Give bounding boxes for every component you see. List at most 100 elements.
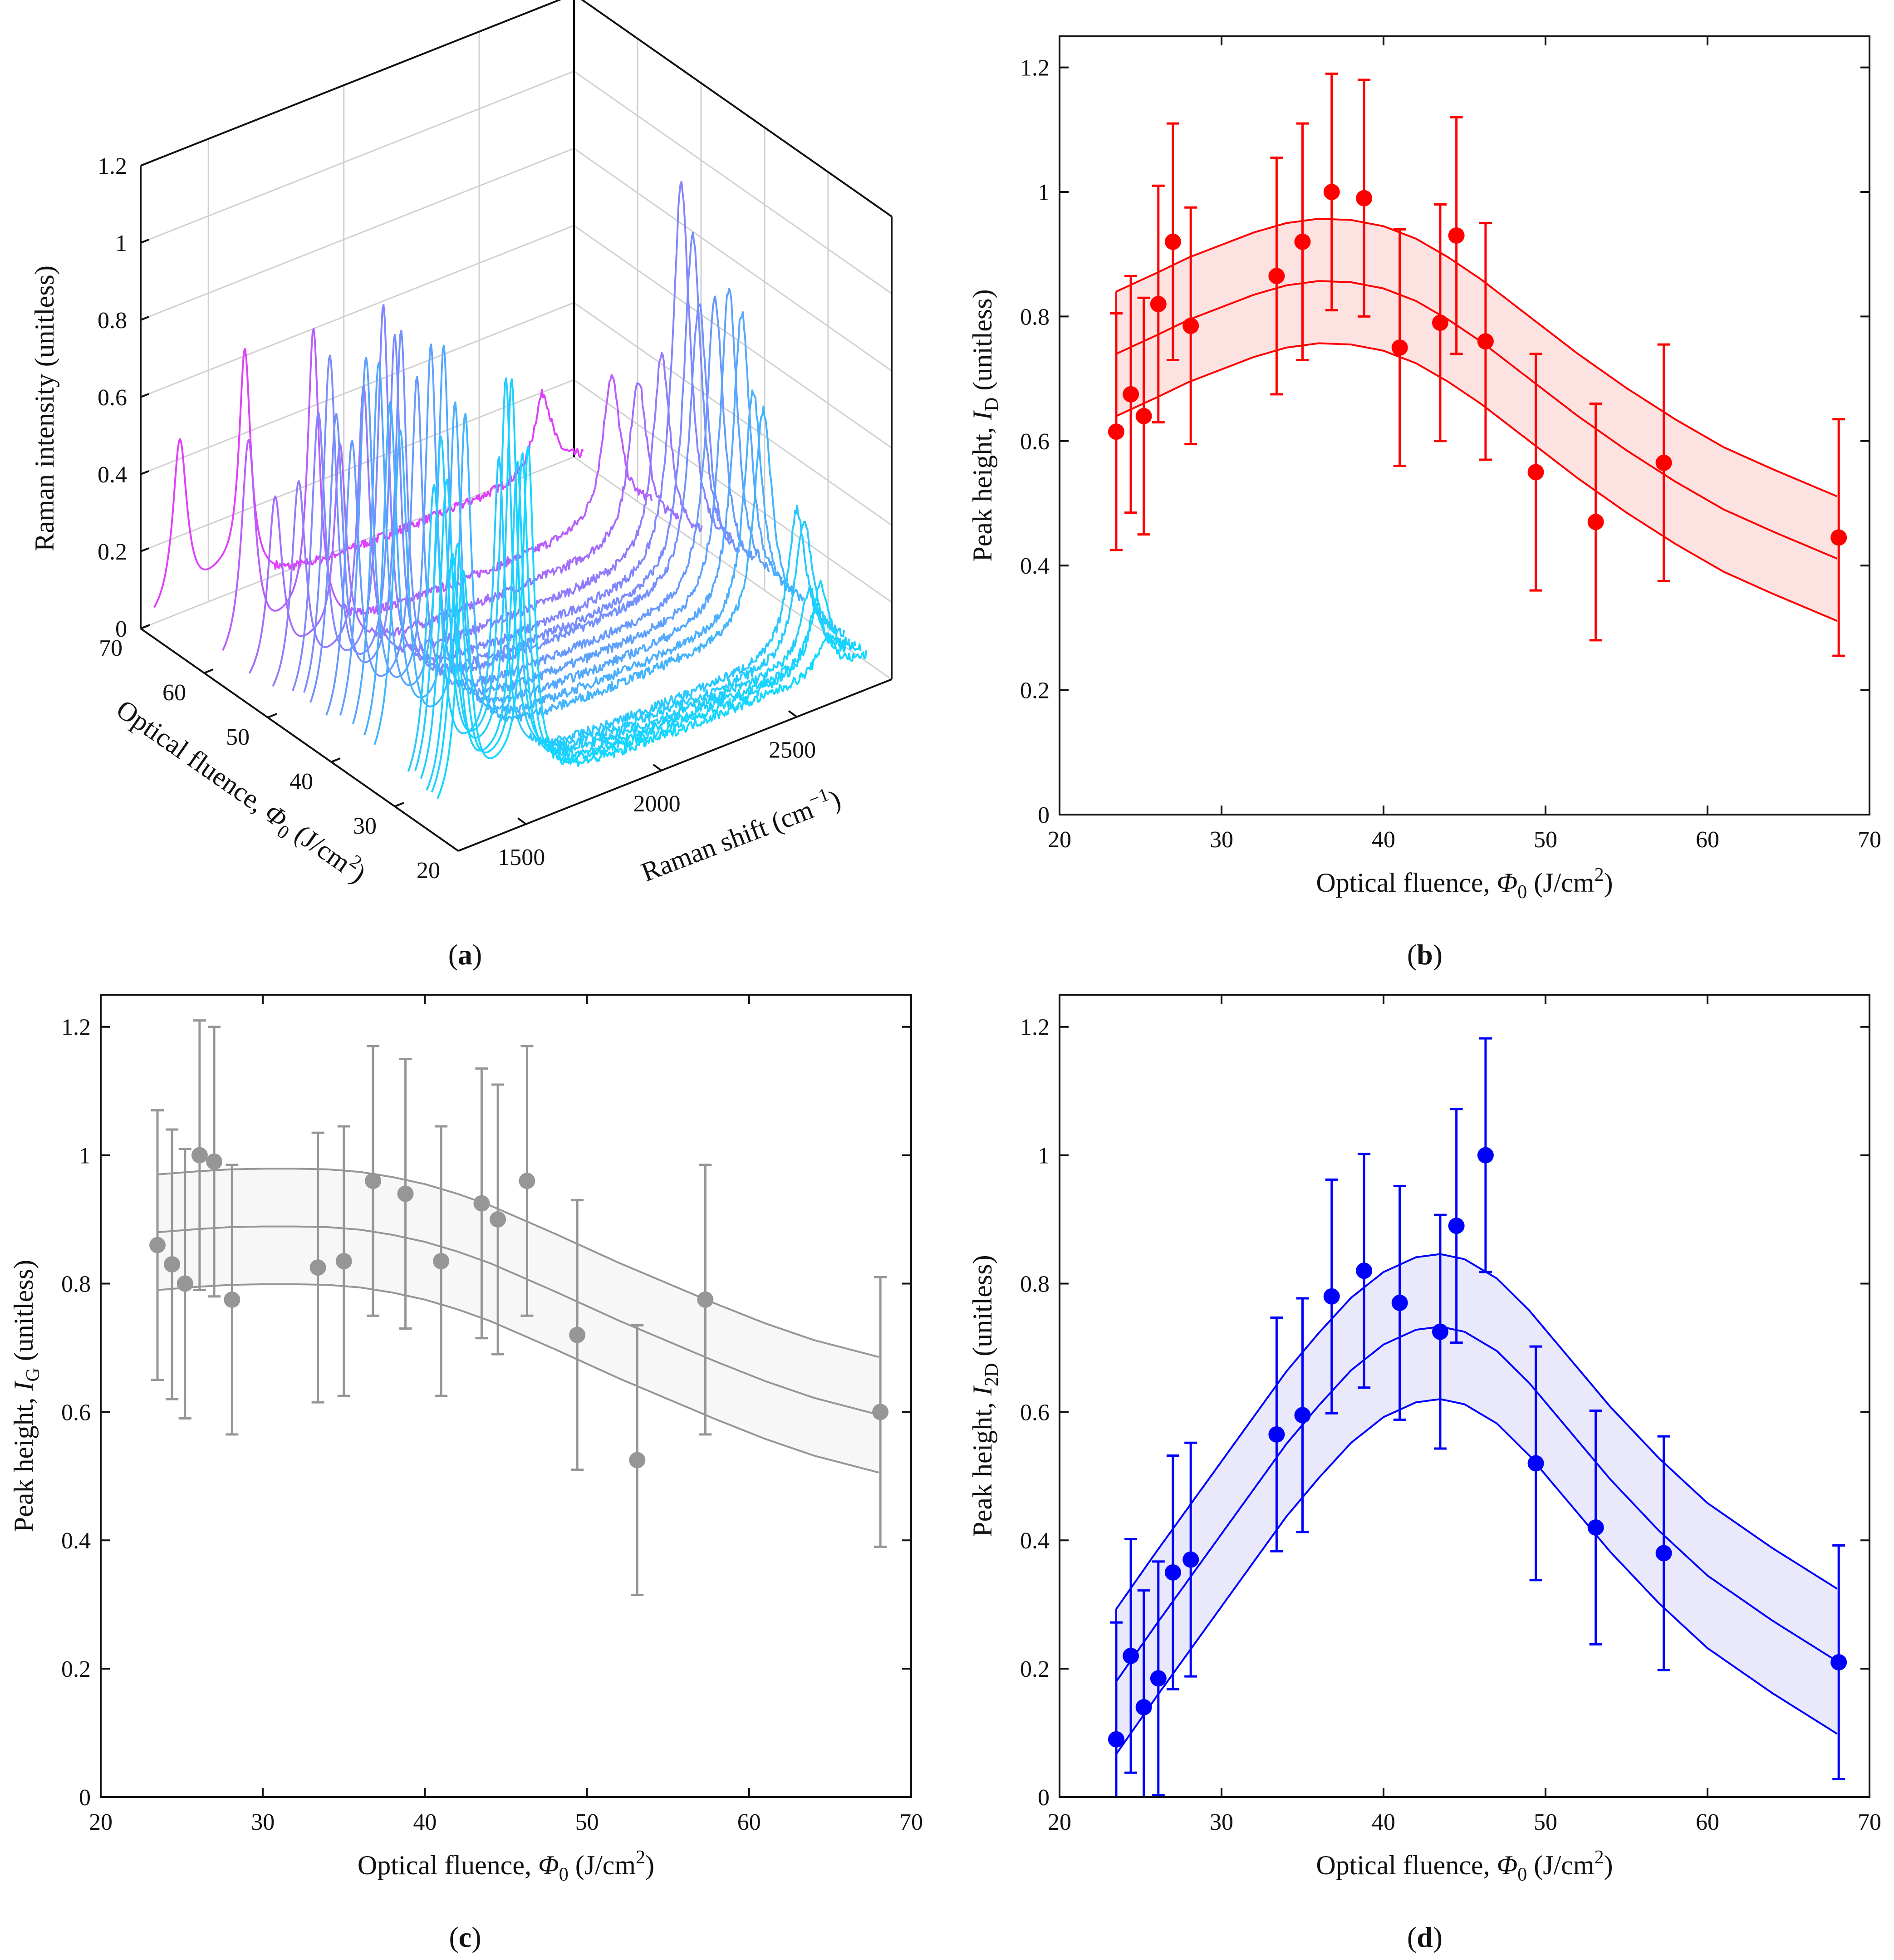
fit-upper-bound [157,1168,879,1358]
data-point [1448,1218,1465,1234]
data-point [1183,317,1199,334]
panel-caption: (b) [1407,938,1443,971]
data-point [1830,529,1847,546]
y-tick-label: 0.8 [1020,304,1050,330]
fit-band [157,1169,879,1473]
y-axis-label: Peak height, ID (unitless) [967,289,1002,561]
fluence-tick-label: 30 [353,813,377,839]
fit-lower-bound [1116,342,1838,622]
fluence-tick-mark [140,624,150,629]
y-tick-label: 1.2 [61,1015,91,1041]
data-point [397,1185,414,1202]
data-point [1830,1654,1847,1670]
y-tick-label: 1.2 [1020,1015,1050,1041]
fit-upper-bound [1116,217,1838,497]
fluence-tick-label: 50 [226,724,250,750]
data-point [1323,184,1340,200]
y-tick-label: 0.6 [1020,1400,1050,1425]
y-tick-label: 0.4 [61,1528,91,1554]
data-point [629,1452,646,1469]
fluence-tick-label: 20 [417,858,440,884]
data-point [569,1326,586,1343]
data-point [519,1173,535,1189]
x-tick-label: 20 [89,1809,113,1835]
data-point [149,1237,166,1253]
x-tick-label: 50 [1534,1809,1557,1835]
fit-lower-bound [1115,1398,1838,1755]
data-point [164,1256,181,1273]
y-axis-label: Peak height, IG (unitless) [9,1260,44,1532]
data-point [1294,233,1311,250]
data-point [1183,1551,1199,1568]
z-tick-label: 0.4 [98,462,127,488]
edge-top-right [581,0,893,217]
data-point [433,1253,450,1269]
data-point [1587,514,1604,531]
data-point [1323,1288,1340,1305]
spectrum-line [407,456,838,772]
data-point [1527,1455,1544,1472]
y-tick-label: 0.2 [61,1656,91,1682]
edge-top-left [140,0,562,167]
fit-upper-bound [1115,1253,1838,1610]
data-point [1655,454,1672,471]
data-point [1477,333,1494,350]
fluence-tick-label: 40 [289,769,313,795]
x-tick-label: 20 [1048,1809,1071,1835]
data-point [1356,1262,1373,1279]
fluence-tick-mark [267,713,277,718]
data-point [1108,1731,1124,1748]
x-tick-label: 50 [575,1809,599,1835]
data-point [473,1195,490,1212]
spectrum-line [373,405,805,745]
data-point [1135,408,1152,424]
plot-frame [1059,994,1870,1798]
data-point [1164,1564,1181,1581]
x-tick-label: 40 [1372,1809,1395,1835]
x-axis-label: Optical fluence, Φ0 (J/cm2) [358,1847,654,1885]
x-tick-label: 60 [1696,827,1719,853]
data-point [872,1404,889,1420]
fit-lower-bound [157,1283,879,1474]
y-axis-label: Peak height, I2D (unitless) [967,1255,1002,1537]
plot-frame [100,994,912,1798]
spectrum-line [426,460,857,791]
plot-frame [1059,35,1870,815]
x-tick-label: 70 [1858,827,1881,853]
z-tick-mark [140,393,149,398]
y-tick-label: 0 [79,1785,91,1811]
fluence-tick-label: 70 [99,635,123,661]
data-point [177,1275,193,1292]
data-point [1391,1294,1408,1311]
x-tick-label: 30 [1210,827,1233,853]
y-tick-label: 1 [1038,1143,1050,1169]
y-tick-label: 1 [79,1143,91,1169]
data-point [697,1291,714,1308]
spectrum-line [431,452,862,793]
fluence-tick-mark [458,846,468,852]
data-point [206,1153,223,1170]
fit-mean-line [1116,280,1838,560]
x-tick-label: 50 [1534,827,1557,853]
fit-band [1116,219,1837,621]
panel-d-2d-peak-height: 20 30 40 50 60 70 0 0.2 0.4 0.6 0.8 1 1.2 Optical flu… [967,994,1881,1953]
error-bar [1137,1589,1150,1797]
data-point [1123,386,1139,403]
fluence-tick-mark [394,802,404,807]
error-bar [1109,1621,1123,1797]
panel-caption: (c) [449,1921,481,1953]
fit-mean-line [1115,1326,1838,1682]
x-tick-label: 60 [737,1809,761,1835]
x-tick-label: 20 [1048,827,1071,853]
data-point [224,1291,240,1308]
spectrum-line [420,378,851,779]
x-tick-label: 70 [1858,1809,1881,1835]
raman-tick-mark [653,764,662,771]
spectrum-line [153,348,584,608]
data-point [309,1259,326,1276]
raman-tick-mark [517,817,527,825]
y-tick-label: 0.4 [1020,553,1050,579]
fit-band [1116,1254,1837,1754]
fluence-tick-mark [331,757,341,763]
